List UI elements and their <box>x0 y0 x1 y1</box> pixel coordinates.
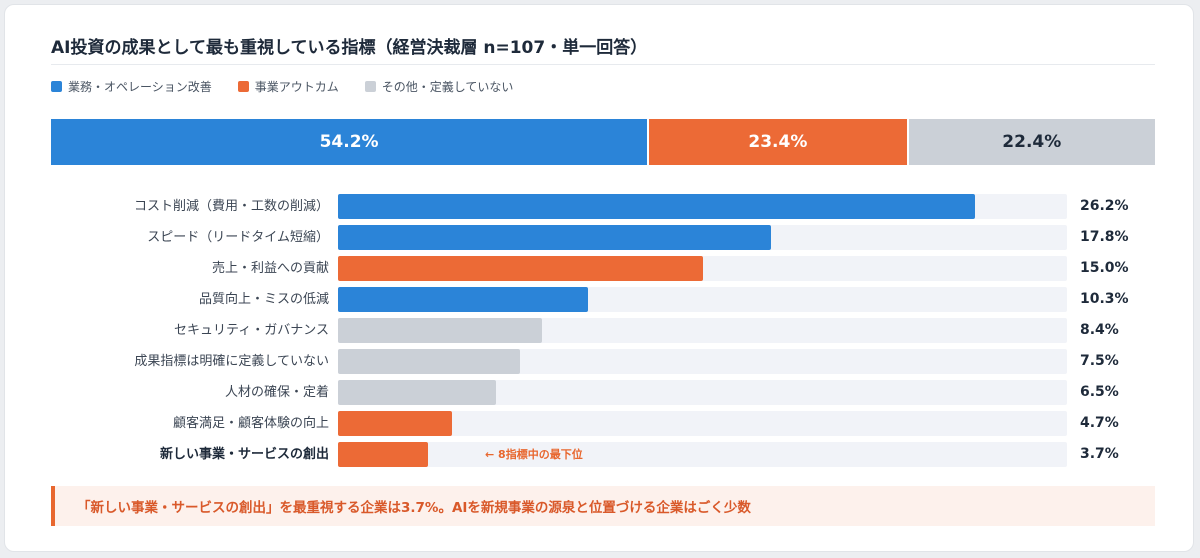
value-label: 4.7% <box>1080 415 1119 431</box>
category-label: スピード（リードタイム短縮） <box>147 230 329 245</box>
legend-swatch-business-outcome <box>237 80 249 92</box>
legend-item-other: その他・定義していない <box>364 78 514 95</box>
stack-segment-1: 23.4% <box>649 119 907 165</box>
bar-track <box>338 287 1067 312</box>
chart-title: AI投資の成果として最も重視している指標（経営決裁層 n=107・単一回答） <box>51 38 648 58</box>
bar-row: スピード（リードタイム短縮） 17.8% <box>5 225 1195 250</box>
bar-fill <box>338 349 521 374</box>
bar-fill <box>338 287 589 312</box>
bar-row: 新しい事業・サービスの創出 3.7% ← 8指標中の最下位 <box>5 442 1195 467</box>
category-label: 売上・利益への貢献 <box>211 261 329 276</box>
bar-row: 人材の確保・定着 6.5% <box>5 380 1195 405</box>
value-label: 7.5% <box>1080 353 1119 369</box>
bar-fill <box>338 256 703 281</box>
stacked-share-bar: 54.2% 23.4% 22.4% <box>51 119 1155 165</box>
key-finding-callout: 「新しい事業・サービスの創出」を最重視する企業は3.7%。AIを新規事業の源泉と… <box>51 486 1155 526</box>
bar-track <box>338 442 1067 467</box>
value-label: 17.8% <box>1080 229 1129 245</box>
legend-label-operations: 業務・オペレーション改善 <box>68 79 212 94</box>
category-label: 人材の確保・定着 <box>224 385 329 400</box>
legend-label-other: その他・定義していない <box>381 79 514 94</box>
legend-label-business-outcome: 事業アウトカム <box>254 79 339 94</box>
value-label: 3.7% <box>1080 446 1119 462</box>
legend-swatch-other <box>364 80 376 92</box>
value-label: 26.2% <box>1080 198 1129 214</box>
chart-card: AI投資の成果として最も重視している指標（経営決裁層 n=107・単一回答） 業… <box>4 4 1194 552</box>
bar-row: セキュリティ・ガバナンス 8.4% <box>5 318 1195 343</box>
bar-row: コスト削減（費用・工数の削減） 26.2% <box>5 194 1195 219</box>
bar-row: 成果指標は明確に定義していない 7.5% <box>5 349 1195 374</box>
category-label: セキュリティ・ガバナンス <box>174 323 329 338</box>
bar-track <box>338 225 1067 250</box>
value-label: 8.4% <box>1080 322 1119 338</box>
category-label: 新しい事業・サービスの創出 <box>159 447 329 462</box>
bar-fill <box>338 225 771 250</box>
bar-fill <box>338 194 975 219</box>
bar-fill <box>338 318 543 343</box>
bar-track <box>338 318 1067 343</box>
bar-fill <box>338 442 428 467</box>
bar-row: 品質向上・ミスの低減 10.3% <box>5 287 1195 312</box>
legend: 業務・オペレーション改善 事業アウトカム その他・定義していない <box>51 77 513 95</box>
category-label: 顧客満足・顧客体験の向上 <box>172 416 329 431</box>
bar-row: 顧客満足・顧客体験の向上 4.7% <box>5 411 1195 436</box>
lowest-rank-annotation: ← 8指標中の最下位 <box>485 448 583 461</box>
bar-track <box>338 349 1067 374</box>
legend-swatch-operations <box>51 80 62 92</box>
bar-track <box>338 256 1067 281</box>
category-label: 品質向上・ミスの低減 <box>198 292 329 307</box>
legend-item-operations: 業務・オペレーション改善 <box>51 78 212 95</box>
title-divider <box>51 64 1155 65</box>
value-label: 6.5% <box>1080 384 1119 400</box>
bar-fill <box>338 411 453 436</box>
bar-track <box>338 380 1067 405</box>
legend-item-business-outcome: 事業アウトカム <box>237 78 339 95</box>
bar-track <box>338 194 1067 219</box>
bar-fill <box>338 380 497 405</box>
stack-segment-2: 22.4% <box>908 119 1155 165</box>
value-label: 15.0% <box>1080 260 1129 276</box>
stack-segment-0: 54.2% <box>51 119 648 165</box>
value-label: 10.3% <box>1080 291 1129 307</box>
bar-track <box>338 411 1067 436</box>
bar-row: 売上・利益への貢献 15.0% <box>5 256 1195 281</box>
category-label: 成果指標は明確に定義していない <box>134 354 329 369</box>
category-label: コスト削減（費用・工数の削減） <box>133 199 329 214</box>
